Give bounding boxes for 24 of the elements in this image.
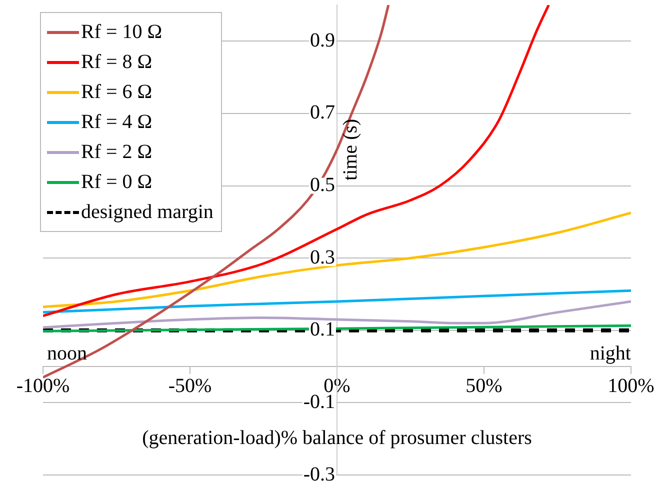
annotation: night bbox=[590, 342, 632, 365]
legend-label: Rf = 2 Ω bbox=[81, 140, 152, 165]
y-tick-label: 0.1 bbox=[310, 318, 335, 341]
annotation: noon bbox=[47, 342, 87, 365]
y-axis-title: time (s) bbox=[339, 118, 362, 180]
legend-label: Rf = 4 Ω bbox=[81, 110, 152, 135]
legend-label: Rf = 8 Ω bbox=[81, 50, 152, 75]
legend-label: Rf = 6 Ω bbox=[81, 80, 152, 105]
y-tick-label: 0.5 bbox=[310, 174, 335, 196]
y-tick-label: -0.3 bbox=[303, 463, 335, 486]
x-tick-label: -100% bbox=[16, 374, 70, 397]
x-tick-label: 100% bbox=[608, 374, 654, 397]
x-axis-title: (generation-load)% balance of prosumer clusters bbox=[142, 427, 532, 450]
line-series bbox=[43, 5, 550, 318]
legend-label: designed margin bbox=[81, 200, 214, 225]
y-tick-label: 0.3 bbox=[310, 246, 335, 268]
x-tick-label: 50% bbox=[466, 374, 502, 397]
legend-label: Rf = 10 Ω bbox=[81, 20, 162, 45]
y-tick-label: 0.7 bbox=[310, 102, 335, 124]
legend-label: Rf = 0 Ω bbox=[81, 170, 152, 195]
y-tick-label: 0.9 bbox=[310, 29, 335, 52]
x-tick-label: -50% bbox=[168, 374, 212, 397]
line-series bbox=[43, 5, 390, 379]
line-series bbox=[43, 289, 631, 314]
